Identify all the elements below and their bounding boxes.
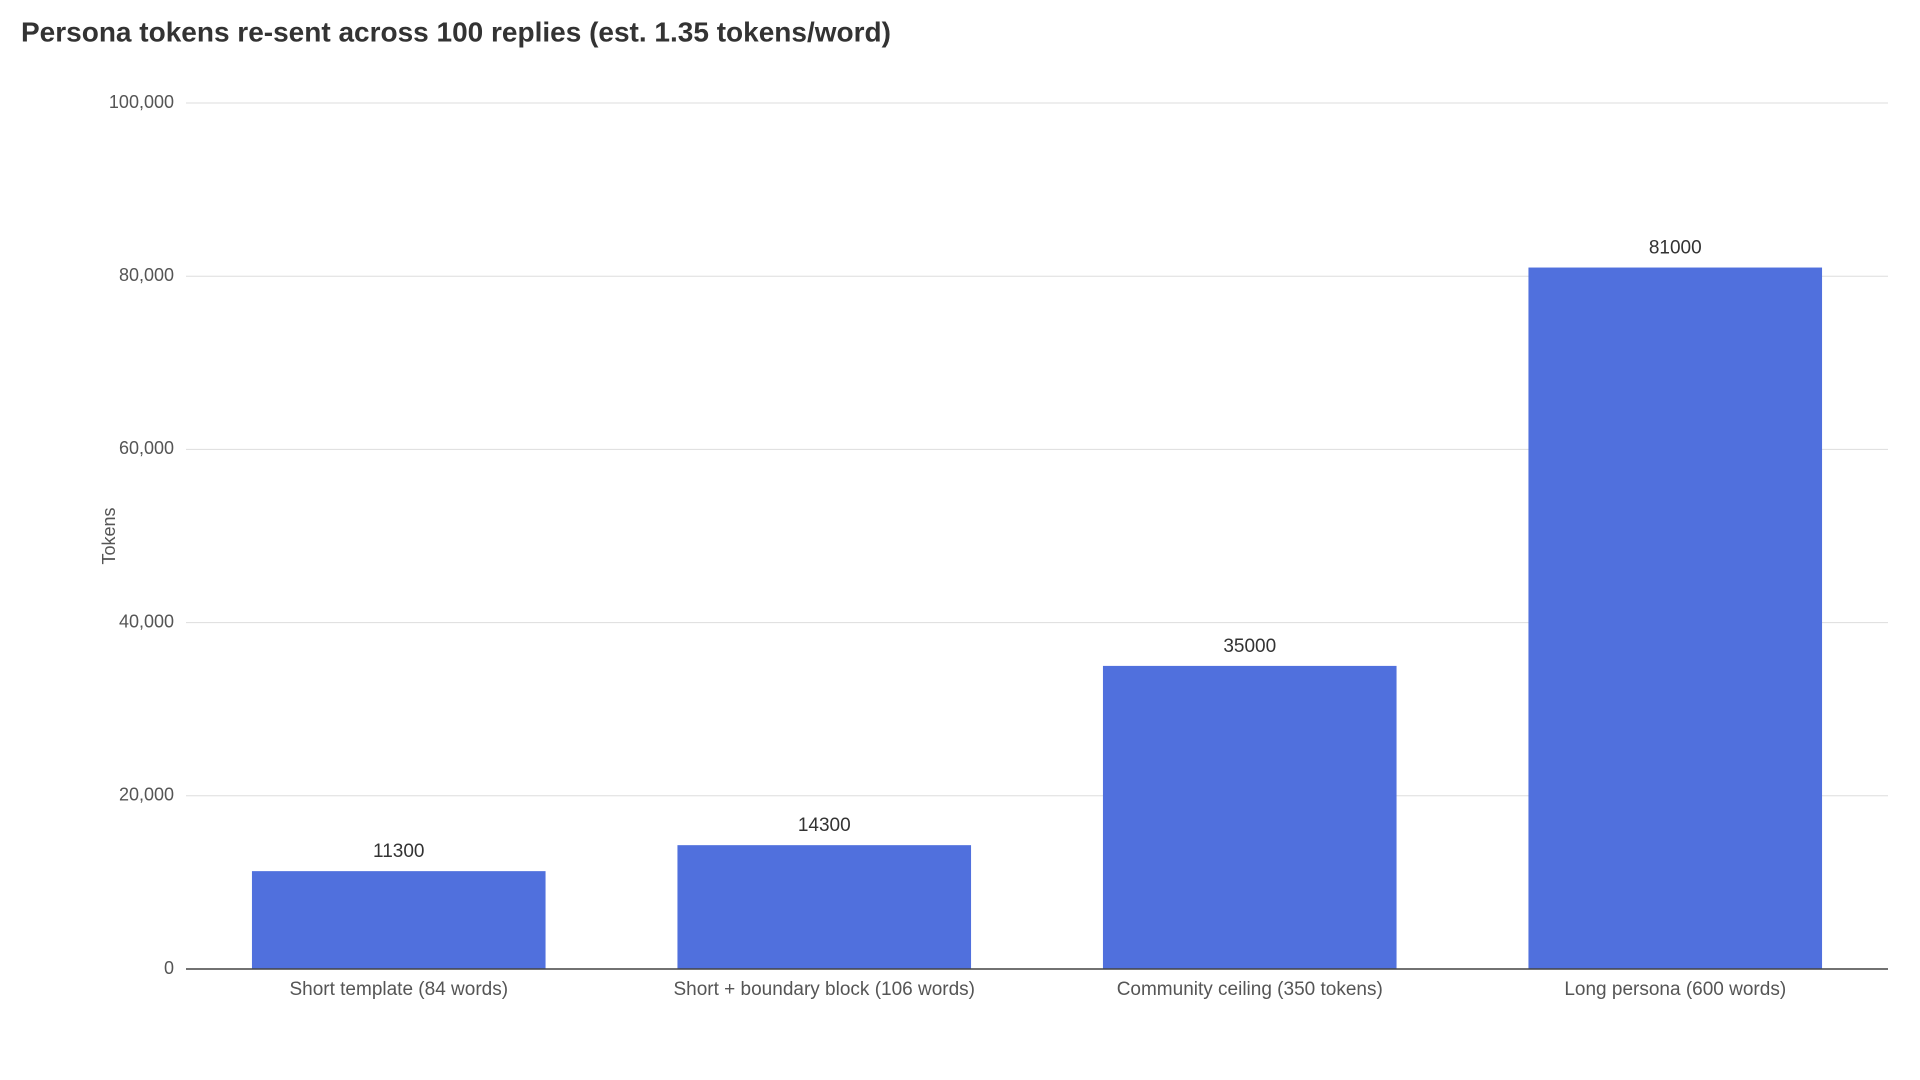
x-tick-label: Long persona (600 words) (1564, 979, 1786, 1000)
value-label: 35000 (1223, 636, 1276, 657)
bar (1102, 665, 1397, 969)
y-tick-label: 0 (164, 958, 174, 978)
bar (1528, 267, 1823, 969)
x-tick-label: Short + boundary block (106 words) (673, 979, 975, 1000)
bar (251, 871, 546, 969)
y-axis-label: Tokens (99, 507, 119, 564)
y-tick-label: 60,000 (119, 438, 174, 458)
x-tick-label: Community ceiling (350 tokens) (1117, 979, 1383, 1000)
value-label: 14300 (798, 815, 851, 836)
bar (677, 845, 972, 969)
y-tick-label: 100,000 (109, 92, 174, 112)
x-tick-label: Short template (84 words) (289, 979, 508, 1000)
chart-title: Persona tokens re-sent across 100 replie… (21, 16, 891, 47)
value-label: 81000 (1649, 238, 1702, 259)
y-tick-label: 80,000 (119, 265, 174, 285)
value-label: 11300 (373, 841, 424, 862)
y-tick-label: 40,000 (119, 611, 174, 631)
y-tick-label: 20,000 (119, 785, 174, 805)
